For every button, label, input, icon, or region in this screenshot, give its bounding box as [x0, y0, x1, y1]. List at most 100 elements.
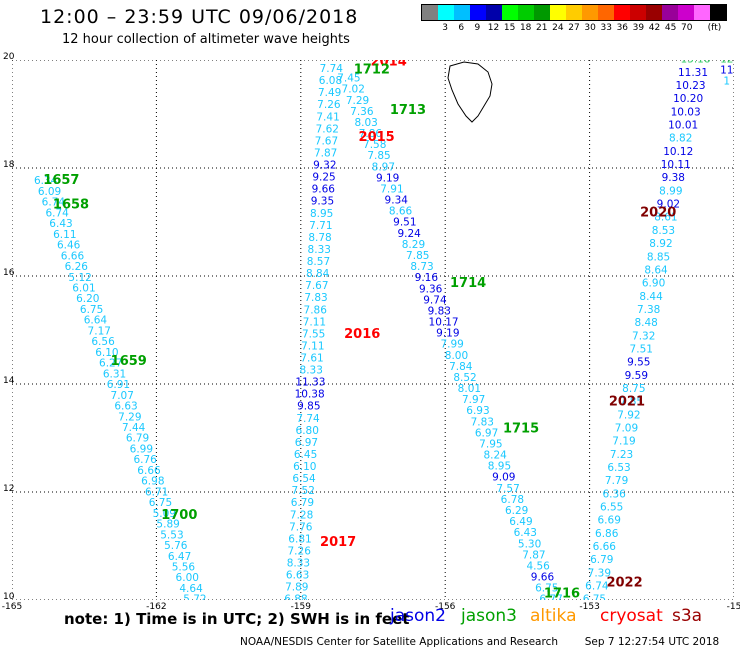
wave-height-value: 7.89 — [285, 582, 308, 594]
scale-label: 45 — [664, 23, 677, 33]
wave-height-value: 6.75 — [583, 594, 606, 600]
wave-height-value: 7.52 — [292, 485, 315, 497]
wave-height-value: 7.86 — [304, 304, 328, 316]
wave-height-value: 8.75 — [622, 383, 645, 395]
wave-height-value: 7.07 — [111, 390, 134, 402]
scale-label: 18 — [519, 23, 532, 33]
pass-label: 2017 — [320, 535, 356, 550]
wave-height-value: 5.12 — [68, 272, 91, 284]
scale-label: 30 — [584, 23, 596, 33]
wave-height-value: 8.57 — [307, 256, 330, 268]
wave-height-value: 4.56 — [526, 560, 550, 572]
wave-height-value: 7.29 — [118, 411, 141, 423]
scale-swatch — [422, 5, 438, 20]
wave-height-value: 7.67 — [305, 280, 328, 292]
pass-label: 2020 — [640, 206, 676, 221]
wave-height-value: 7.74 — [296, 413, 320, 425]
wave-height-value: 7.87 — [522, 549, 545, 561]
wave-height-value: 6.63 — [286, 570, 309, 582]
legend-note: note: 1) Time is in UTC; 2) SWH is in fe… — [64, 610, 410, 628]
wave-height-value: 6.49 — [509, 516, 532, 528]
timestamp: Sep 7 12:27:54 UTC 2018 — [584, 636, 720, 648]
pass-label: 1657 — [43, 173, 79, 188]
wave-height-value: 7.87 — [314, 147, 337, 159]
pass-label: 1700 — [161, 508, 197, 523]
wave-height-value: 8.33 — [300, 365, 323, 377]
wave-height-value: 10.20 — [673, 93, 703, 105]
wave-height-value: 10.11 — [661, 159, 691, 171]
scale-swatch — [486, 5, 502, 20]
wave-height-value: 9.38 — [662, 172, 685, 184]
wave-height-value: 9.74 — [423, 294, 447, 306]
wave-height-value: 7.39 — [588, 567, 611, 579]
x-tick-label: -156 — [434, 602, 456, 612]
wave-height-value: 6.86 — [595, 528, 619, 540]
scale-swatch — [534, 5, 550, 20]
scale-swatch — [582, 5, 598, 20]
wave-height-value: 9.51 — [393, 217, 416, 229]
wave-height-value: 8.73 — [410, 261, 433, 273]
wave-height-value: 10.23 — [676, 80, 706, 92]
wave-height-value: 7.95 — [479, 438, 502, 450]
scale-label: 21 — [536, 23, 548, 33]
wave-height-value: 6.64 — [84, 315, 108, 327]
wave-height-value: 7.28 — [290, 509, 313, 521]
wave-height-value: 10.01 — [668, 120, 698, 132]
x-tick-label: -15 — [726, 602, 740, 612]
wave-height-value: 7.85 — [367, 150, 390, 162]
wave-height-value: 13.18 — [680, 60, 710, 66]
wave-height-value: 7.57 — [496, 483, 519, 495]
wave-height-value: 9.85 — [297, 401, 320, 413]
wave-height-value: 6.08 — [319, 75, 342, 87]
wave-height-value: 6.79 — [126, 433, 149, 445]
footer-credit: NOAA/NESDIS Center for Satellite Applica… — [240, 636, 719, 648]
y-tick-label: 20 — [3, 52, 15, 62]
wave-height-value: 10.38 — [295, 389, 325, 401]
wave-height-value: 8.82 — [669, 133, 692, 145]
color-scale-legend: 3 6 9 12 15 18 21 24 27 30 33 36 39 42 45 70 (ft) — [421, 4, 727, 33]
wave-height-value: 7.85 — [406, 250, 429, 262]
wave-height-value: 9.24 — [397, 228, 421, 240]
wave-height-value: 7.36 — [350, 106, 374, 118]
wave-height-value: 9.83 — [428, 305, 451, 317]
scale-label: 3 — [442, 23, 449, 33]
pass-label: 1713 — [390, 103, 426, 118]
pass-label: 1659 — [111, 354, 147, 369]
wave-height-value: 9.32 — [313, 160, 336, 172]
scale-swatch — [694, 5, 710, 20]
wave-height-value: 6.79 — [590, 554, 613, 566]
wave-height-value: 8.52 — [453, 372, 476, 384]
wave-height-value: 6.78 — [501, 494, 524, 506]
chart-title: 12:00 – 23:59 UTC 09/06/2018 — [40, 6, 359, 28]
wave-height-value: 6.75 — [535, 583, 558, 595]
wave-height-value: 11.31 — [678, 67, 708, 79]
wave-height-value: 6.74 — [42, 197, 66, 209]
scale-swatch — [662, 5, 678, 20]
wave-height-value: 4.64 — [179, 583, 203, 595]
scale-label: 24 — [552, 23, 564, 33]
wave-height-value: 8.53 — [652, 225, 675, 237]
wave-height-value: 8.95 — [488, 461, 511, 473]
wave-height-value: 5.76 — [164, 540, 188, 552]
wave-height-value: 1 — [723, 75, 730, 87]
wave-height-value: 6.01 — [72, 283, 95, 295]
wave-height-value: 7.97 — [462, 394, 485, 406]
wave-height-value: 9.35 — [311, 196, 334, 208]
wave-height-value: 8.84 — [306, 268, 330, 280]
y-tick-label: 16 — [3, 268, 15, 278]
wave-height-value: 6.54 — [292, 473, 316, 485]
wave-height-value: 9.09 — [492, 472, 515, 484]
wave-height-value: 7.44 — [122, 422, 146, 434]
wave-height-value: 7.11 — [303, 316, 326, 328]
wave-height-value: 7.55 — [302, 328, 325, 340]
wave-height-value: 6.99 — [130, 443, 153, 455]
wave-height-value: 9.66 — [312, 184, 336, 196]
wave-height-value: 6.55 — [600, 502, 623, 514]
wave-height-value: 6.11 — [53, 229, 76, 241]
pass-label: 1658 — [53, 198, 89, 213]
wave-height-value: 7.86 — [359, 128, 383, 140]
wave-height-tracks: 6.346.096.746.746.436.116.466.666.265.12… — [34, 51, 733, 606]
wave-height-value: 7.76 — [289, 521, 313, 533]
wave-height-value: 6.31 — [103, 368, 126, 380]
wave-height-value: 8.03 — [354, 117, 377, 129]
